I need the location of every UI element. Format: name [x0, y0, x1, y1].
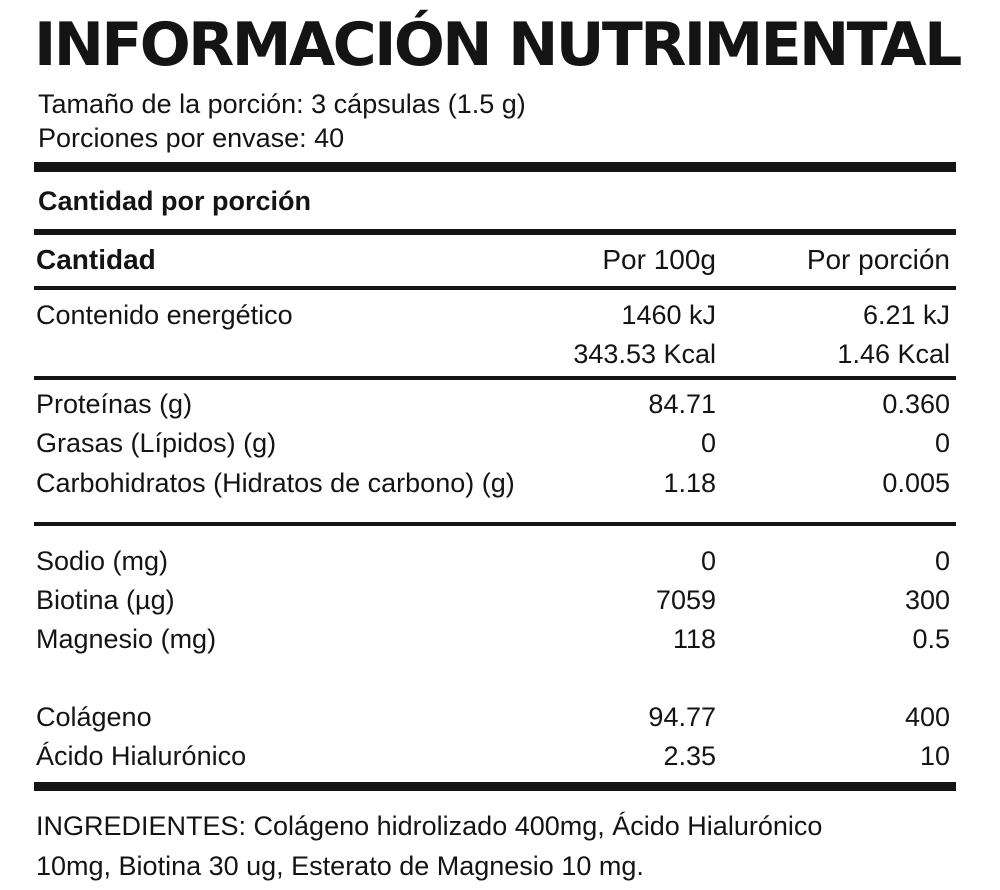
- value-per-serving: 0.5: [912, 624, 950, 654]
- section-divider: [34, 229, 956, 235]
- value-per-serving: 0.360: [882, 389, 950, 419]
- nutrient-name: Ácido Hialurónico: [36, 741, 247, 771]
- label-title: INFORMACIÓN NUTRIMENTAL: [34, 10, 962, 80]
- value-per-serving: 0: [934, 428, 950, 458]
- table-row: Ácido Hialurónico 2.35 10: [34, 738, 950, 774]
- value-per-100g: 0: [700, 546, 716, 576]
- nutrient-name: Sodio (mg): [36, 546, 169, 576]
- column-header-amount: Cantidad: [36, 244, 156, 275]
- nutrient-name: Grasas (Lípidos) (g): [36, 428, 277, 458]
- value-per-serving: 0: [934, 546, 950, 576]
- value-per-100g: 343.53 Kcal: [573, 339, 716, 369]
- table-row: Grasas (Lípidos) (g) 0 0: [34, 425, 950, 461]
- row-divider: [34, 376, 956, 380]
- table-row: Magnesio (mg) 118 0.5: [34, 621, 950, 657]
- value-per-100g: 1.18: [663, 468, 716, 498]
- ingredients-line: INGREDIENTES: Colágeno hidrolizado 400mg…: [36, 811, 823, 841]
- value-per-serving: 0.005: [882, 468, 950, 498]
- column-header-per-100g: Por 100g: [602, 244, 716, 275]
- nutrient-name: Carbohidratos (Hidratos de carbono) (g): [36, 468, 515, 498]
- value-per-100g: 7059: [655, 585, 716, 615]
- nutrient-name: Proteínas (g): [36, 389, 193, 419]
- servings-per-container: Porciones por envase: 40: [38, 123, 345, 153]
- value-per-serving: 10: [919, 741, 950, 771]
- table-row: Sodio (mg) 0 0: [34, 543, 950, 579]
- value-per-serving: 400: [904, 702, 950, 732]
- thick-divider: [34, 162, 956, 172]
- value-per-100g: 94.77: [648, 702, 716, 732]
- nutrient-name: Magnesio (mg): [36, 624, 217, 654]
- table-row: Biotina (µg) 7059 300: [34, 582, 950, 618]
- value-per-100g: 0: [700, 428, 716, 458]
- thick-divider: [34, 782, 956, 791]
- table-row: Contenido energético 1460 kJ 6.21 kJ: [34, 297, 950, 333]
- value-per-serving: 1.46 Kcal: [837, 339, 950, 369]
- column-header-per-serving: Por porción: [806, 244, 950, 275]
- value-per-100g: 2.35: [663, 741, 716, 771]
- table-row: Carbohidratos (Hidratos de carbono) (g) …: [34, 465, 950, 501]
- value-per-serving: 300: [904, 585, 950, 615]
- table-row: 343.53 Kcal 1.46 Kcal: [34, 336, 950, 372]
- amount-per-serving-heading: Cantidad por porción: [38, 186, 311, 216]
- value-per-100g: 118: [672, 624, 716, 654]
- table-row: Colágeno 94.77 400: [34, 699, 950, 735]
- nutrient-name: Biotina (µg): [36, 585, 175, 615]
- header-divider: [34, 286, 956, 290]
- value-per-100g: 1460 kJ: [621, 300, 716, 330]
- nutrient-name: Contenido energético: [36, 300, 293, 330]
- table-header-row: Cantidad Por 100g Por porción: [34, 242, 950, 278]
- ingredients-line: 10mg, Biotina 30 ug, Esterato de Magnesi…: [36, 851, 644, 881]
- nutrient-name: Colágeno: [36, 702, 152, 732]
- value-per-100g: 84.71: [648, 389, 716, 419]
- serving-size: Tamaño de la porción: 3 cápsulas (1.5 g): [38, 89, 526, 119]
- value-per-serving: 6.21 kJ: [862, 300, 950, 330]
- table-row: Proteínas (g) 84.71 0.360: [34, 386, 950, 422]
- ingredients-text: INGREDIENTES: Colágeno hidrolizado 400mg…: [36, 806, 952, 886]
- row-divider: [34, 522, 956, 526]
